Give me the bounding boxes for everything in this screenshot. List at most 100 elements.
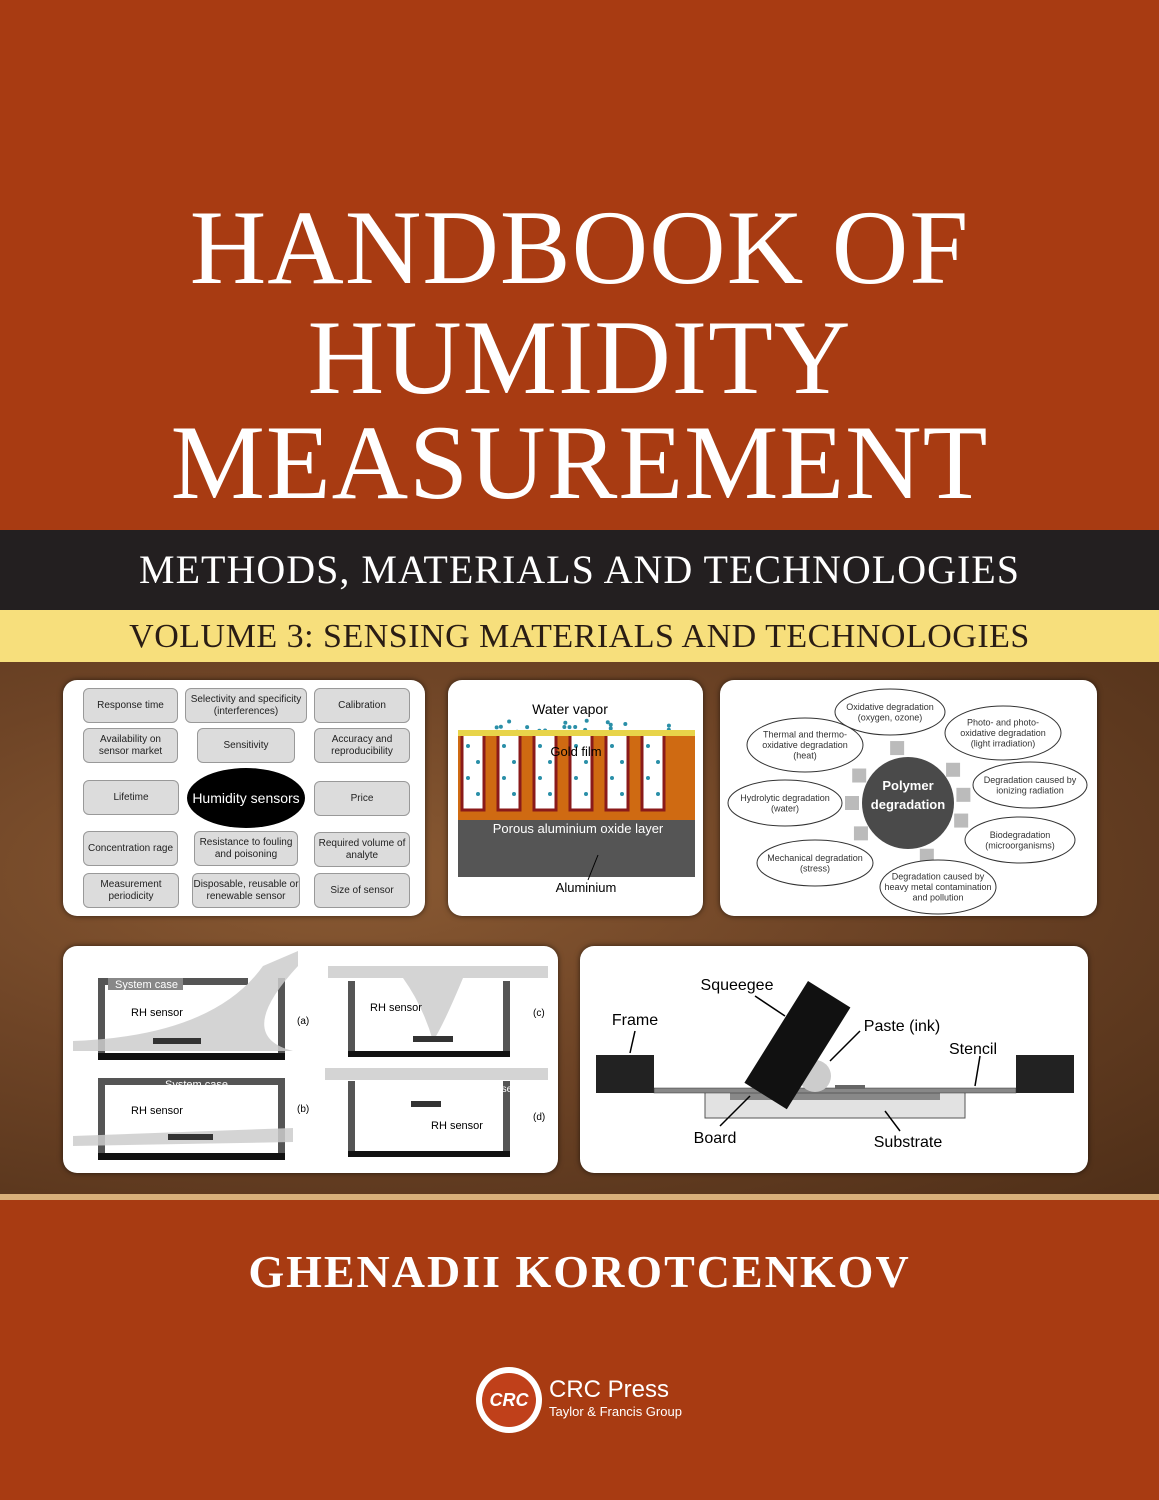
water-molecule [476, 760, 480, 764]
param-box: Availability on sensor market [83, 728, 178, 763]
water-molecule [466, 776, 470, 780]
degradation-cause: Oxidative degradation(oxygen, ozone) [834, 688, 946, 736]
water-molecule [584, 760, 588, 764]
cause-text: oxidative degradation [960, 728, 1046, 738]
cause-text: oxidative degradation [762, 740, 848, 750]
arrow-icon [919, 848, 934, 863]
degradation-cause: Biodegradation(microorganisms) [964, 816, 1076, 864]
water-molecule [567, 725, 572, 730]
cause-text: (oxygen, ozone) [858, 712, 923, 722]
water-molecule [620, 760, 624, 764]
degradation-cause: Thermal and thermo-oxidative degradation… [746, 717, 864, 773]
arrow-icon [852, 768, 867, 783]
water-molecule [610, 744, 614, 748]
water-molecule [573, 725, 578, 730]
water-molecule [548, 792, 552, 796]
sensor-structure-diagram: Water vapor Gold film Porous aluminium o… [458, 701, 695, 895]
rh-sensor-label: RH sensor [431, 1120, 483, 1132]
crc-logo-mark: CRC [482, 1373, 536, 1427]
arrow-icon [946, 762, 961, 777]
param-box: Response time [83, 688, 178, 723]
water-molecule [507, 719, 512, 724]
water-molecule [574, 776, 578, 780]
rh-sensor-label: RH sensor [131, 1105, 183, 1117]
degradation-cause: Mechanical degradation(stress) [756, 839, 874, 887]
title-line-3: MEASUREMENT [170, 404, 989, 521]
gold-film-label: Gold film [550, 744, 601, 759]
water-molecule [656, 760, 660, 764]
water-molecule [525, 725, 530, 730]
param-box: Lifetime [83, 780, 179, 815]
cause-text: ionizing radiation [996, 785, 1064, 795]
arrow-icon [853, 826, 868, 841]
sensor-parameters-panel: Response time Selectivity and specificit… [63, 680, 425, 916]
rh-sensor-label: RH sensor [131, 1007, 183, 1019]
water-molecule [563, 720, 568, 725]
polymer-degradation-diagram: Polymer degradation Oxidative degradatio… [727, 688, 1088, 915]
cause-text: Hydrolytic degradation [740, 793, 830, 803]
system-case-label: System case [455, 1084, 513, 1095]
param-box: Accuracy and reproducibility [314, 728, 410, 763]
pore [496, 736, 522, 812]
cause-text: (microorganisms) [985, 840, 1055, 850]
water-molecule [605, 720, 610, 725]
water-molecule [646, 744, 650, 748]
cause-text: (water) [771, 803, 799, 813]
aluminium-label: Aluminium [556, 880, 617, 895]
water-molecule [538, 776, 542, 780]
label-b: (b) [297, 1104, 309, 1115]
frame-label: Frame [612, 1012, 658, 1029]
water-molecule [466, 744, 470, 748]
water-molecule [512, 760, 516, 764]
degradation-cause: Hydrolytic degradation(water) [727, 779, 843, 827]
cause-text: (heat) [793, 751, 817, 761]
water-molecule [574, 744, 578, 748]
param-box: Measurement periodicity [83, 873, 179, 908]
water-molecule [502, 776, 506, 780]
param-box: Resistance to fouling and poisoning [194, 831, 298, 866]
cause-text: Mechanical degradation [767, 853, 863, 863]
center-circle [862, 757, 954, 849]
water-molecule [512, 792, 516, 796]
author-name: GHENADII KOROTCENKOV [248, 1246, 911, 1297]
cause-text: heavy metal contamination [884, 882, 991, 892]
water-molecule [494, 725, 499, 730]
center-ellipse: Humidity sensors [187, 768, 305, 828]
title-line-1: HANDBOOK OF [189, 189, 970, 306]
water-molecule [548, 760, 552, 764]
water-molecule [656, 792, 660, 796]
volume-title: VOLUME 3: SENSING MATERIALS AND TECHNOLO… [0, 610, 1159, 662]
center-label: degradation [871, 797, 945, 812]
cause-text: and pollution [912, 893, 963, 903]
center-label: Polymer [882, 778, 933, 793]
stencil-label: Stencil [949, 1041, 997, 1058]
water-molecule [476, 792, 480, 796]
squeegee [744, 981, 851, 1110]
sensor-housing-panel: System case System case System case RH s… [63, 946, 558, 1173]
param-box: Size of sensor [314, 873, 410, 908]
cause-text: Thermal and thermo- [763, 730, 847, 740]
sensor-structure-panel: Water vapor Gold film Porous aluminium o… [448, 680, 703, 916]
subtitle: METHODS, MATERIALS AND TECHNOLOGIES [0, 530, 1159, 610]
water-vapor-label: Water vapor [532, 701, 608, 717]
water-molecule [502, 744, 506, 748]
water-molecule [620, 792, 624, 796]
squeegee-label: Squeegee [701, 977, 774, 994]
divider [0, 1194, 1159, 1200]
pore [568, 736, 594, 812]
screen-printing-panel: Squeegee Frame Paste (ink) Stencil Board… [580, 946, 1088, 1173]
pore [532, 736, 558, 812]
board-label: Board [694, 1130, 737, 1147]
cause-text: Degradation caused by [984, 775, 1077, 785]
oxide-layer-label: Porous aluminium oxide layer [493, 821, 664, 836]
arrow-icon [956, 787, 971, 802]
cause-text: (light irradiation) [971, 739, 1036, 749]
water-molecule [666, 723, 671, 728]
pore [604, 736, 630, 812]
water-molecule [584, 792, 588, 796]
crc-logo: CRC [476, 1367, 542, 1433]
label-d: (d) [533, 1112, 545, 1123]
pore [640, 736, 666, 812]
aluminium-layer [458, 820, 695, 877]
water-molecule [584, 718, 589, 723]
